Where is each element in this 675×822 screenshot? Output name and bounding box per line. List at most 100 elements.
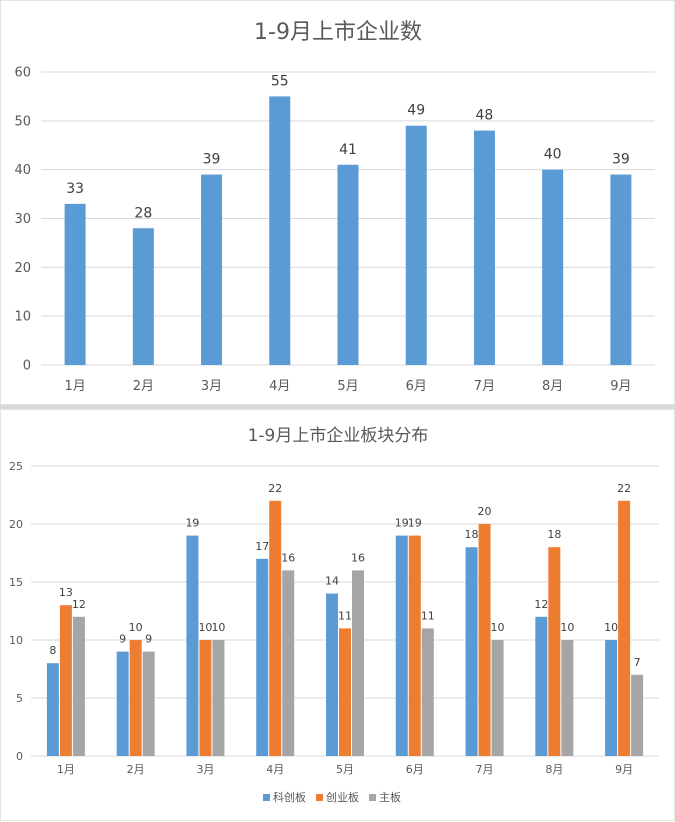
chart-bottom-bar	[212, 640, 225, 756]
chart-bottom-x-tick-label: 8月	[545, 763, 563, 776]
chart-bottom-data-label: 16	[351, 551, 365, 564]
chart-top-y-tick-label: 50	[14, 114, 31, 129]
chart-top-x-tick-label: 6月	[406, 379, 427, 394]
chart-bottom-data-label: 14	[325, 575, 339, 588]
chart-bottom-x-tick-label: 3月	[196, 763, 214, 776]
chart-bottom-data-label: 17	[255, 540, 269, 553]
chart-bottom-data-label: 10	[604, 621, 618, 634]
chart-bottom-bar	[395, 535, 408, 756]
chart-bottom-data-label: 19	[395, 517, 409, 530]
chart-bottom-bar	[326, 593, 338, 756]
chart-bottom-bar	[618, 500, 631, 756]
chart-bottom-title: 1-9月上市企业板块分布	[248, 426, 429, 446]
chart-bottom-data-label: 12	[72, 598, 86, 611]
chart-bottom-bar	[561, 640, 574, 756]
chart-bottom-legend-swatch	[316, 794, 323, 801]
chart-bottom-data-label: 9	[145, 633, 152, 646]
chart-bottom-bar	[465, 547, 478, 756]
chart-bottom-data-label: 10	[198, 621, 212, 634]
chart-bottom-bar	[269, 500, 282, 756]
chart-bottom-data-label: 7	[634, 656, 641, 669]
chart-bottom-data-label: 10	[211, 621, 225, 634]
chart-bottom-y-tick-label: 20	[9, 518, 23, 531]
chart-top-title: 1-9月上市企业数	[254, 20, 422, 45]
chart-bottom-bar	[129, 640, 142, 756]
chart-bottom-bar	[605, 640, 618, 756]
chart-bottom-x-tick-label: 9月	[615, 763, 633, 776]
chart-top-x-tick-label: 5月	[337, 379, 358, 394]
chart-panel-top: 1-9月上市企业数 0 10 20 30 40 50 60 1月 33 2月 28 3月 39 4月 55 5…	[0, 0, 675, 405]
chart-bottom-bar	[59, 605, 72, 756]
chart-bottom-data-label: 13	[59, 586, 73, 599]
chart-top-bar	[64, 203, 86, 365]
chart-top-y-tick-label: 60	[14, 66, 31, 81]
chart-bottom-legend-label: 主板	[379, 790, 401, 804]
chart-bottom-x-tick-label: 4月	[266, 763, 284, 776]
chart-top-bar	[201, 174, 223, 365]
chart-bottom-bar	[548, 547, 561, 756]
chart-bottom-bar	[535, 616, 548, 756]
chart-bottom-bar	[421, 628, 434, 756]
chart-top-x-tick-label: 4月	[269, 379, 290, 394]
chart-bottom-bar	[408, 535, 421, 756]
chart-bottom-legend-swatch	[263, 794, 270, 801]
chart-top-bar	[473, 130, 495, 365]
chart-divider	[0, 405, 675, 409]
chart-bottom-bar	[116, 651, 129, 756]
chart-bottom-x-tick-label: 5月	[336, 763, 354, 776]
chart-bottom-data-label: 11	[421, 609, 435, 622]
chart-bottom-data-label: 8	[49, 644, 56, 657]
chart-top-bar	[337, 164, 359, 365]
chart-bottom-bar	[256, 558, 269, 756]
chart-bottom-data-label: 19	[408, 517, 422, 530]
chart-bottom-bar	[186, 535, 199, 756]
chart-panel-bottom: 1-9月上市企业板块分布 0 5 10 15 20 25 1月 8 13 12 2月 9 10 9 3月 19…	[0, 409, 675, 821]
chart-top-x-tick-label: 7月	[474, 379, 495, 394]
chart-bottom-data-label: 9	[119, 633, 126, 646]
chart-bottom-bar	[478, 524, 491, 756]
chart-bottom-data-label: 16	[281, 551, 295, 564]
chart-top-data-label: 40	[544, 147, 562, 163]
chart-bottom-data-label: 18	[465, 528, 479, 541]
chart-top-data-label: 41	[339, 142, 357, 158]
chart-bottom-data-label: 22	[617, 482, 631, 495]
chart-top-data-label: 28	[134, 205, 152, 221]
chart-bottom-data-label: 11	[338, 609, 352, 622]
chart-bottom-bar	[142, 651, 155, 756]
chart-bottom-data-label: 18	[547, 528, 561, 541]
chart-top-y-tick-label: 30	[14, 212, 31, 227]
chart-top-x-tick-label: 8月	[542, 379, 563, 394]
chart-bottom-data-label: 19	[185, 517, 199, 530]
chart-top-bar	[610, 174, 632, 365]
chart-bottom-legend-swatch	[369, 794, 376, 801]
chart-top-x-tick-label: 1月	[64, 379, 85, 394]
chart-bottom-x-tick-label: 7月	[476, 763, 494, 776]
chart-bottom-y-tick-label: 25	[9, 460, 23, 473]
chart-bottom-bar	[72, 616, 85, 756]
chart-bottom-data-label: 10	[129, 621, 143, 634]
chart-bottom-bar	[491, 640, 504, 756]
chart-bottom-bar	[282, 570, 295, 756]
chart-top-data-label: 39	[612, 152, 630, 168]
chart-bottom-svg: 1-9月上市企业板块分布 05101520251月813122月91093月19…	[9, 426, 659, 804]
chart-top-svg: 1-9月上市企业数 0 10 20 30 40 50 60 1月 33 2月 28 3月 39 4月 55 5…	[14, 20, 655, 394]
chart-bottom-x-tick-label: 2月	[127, 763, 145, 776]
chart-bottom-data-label: 22	[268, 482, 282, 495]
chart-bottom-data-label: 12	[534, 598, 548, 611]
chart-top-data-label: 49	[407, 103, 425, 119]
chart-top-bar	[405, 125, 427, 365]
chart-bottom-data-label: 10	[491, 621, 505, 634]
chart-bottom-bar	[339, 628, 351, 756]
chart-top-data-label: 48	[476, 108, 494, 124]
chart-top-data-label: 55	[271, 73, 289, 89]
chart-bottom-bar	[46, 663, 59, 756]
chart-bottom-data-label: 20	[478, 505, 492, 518]
chart-bottom-bar	[199, 640, 212, 756]
chart-bottom-legend-label: 科创板	[273, 790, 306, 804]
chart-top-x-tick-label: 9月	[610, 379, 631, 394]
chart-top-data-label: 33	[66, 181, 84, 197]
chart-top-data-label: 39	[203, 152, 221, 168]
chart-bottom-bar	[631, 674, 644, 756]
chart-bottom-x-tick-label: 6月	[406, 763, 424, 776]
chart-top-y-tick-label: 0	[23, 359, 31, 374]
